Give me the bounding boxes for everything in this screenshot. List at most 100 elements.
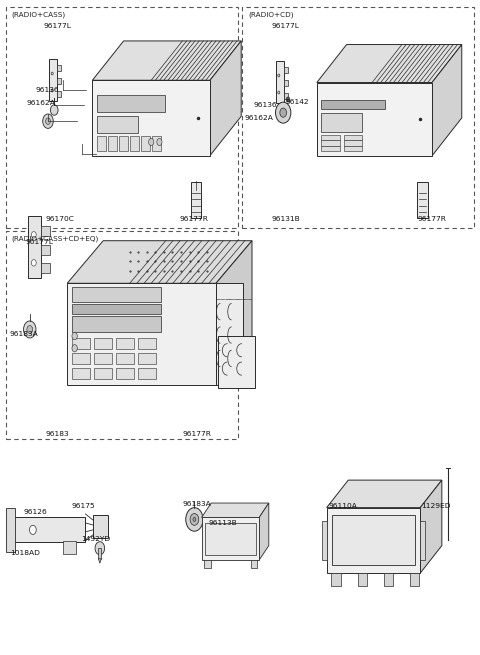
Bar <box>72 367 89 379</box>
Bar <box>72 288 161 301</box>
Bar <box>6 508 15 552</box>
Text: 96126: 96126 <box>23 509 47 515</box>
Bar <box>108 136 117 151</box>
Bar <box>58 78 61 84</box>
Circle shape <box>280 108 287 117</box>
Bar <box>138 352 156 364</box>
Bar <box>41 245 49 255</box>
Text: 1129ED: 1129ED <box>421 502 451 509</box>
Bar <box>49 58 58 101</box>
Circle shape <box>51 89 53 92</box>
Text: 96183A: 96183A <box>10 331 38 337</box>
Bar <box>11 517 85 542</box>
Bar <box>344 140 362 145</box>
Bar <box>205 523 256 555</box>
Bar <box>417 181 428 217</box>
Polygon shape <box>216 240 252 385</box>
Bar <box>322 100 385 109</box>
Bar <box>326 508 420 573</box>
Bar <box>41 226 49 236</box>
Text: 96142: 96142 <box>286 98 309 105</box>
Bar <box>72 316 161 332</box>
Circle shape <box>24 321 36 338</box>
Bar <box>344 135 362 140</box>
Polygon shape <box>432 45 462 156</box>
Text: 96177R: 96177R <box>182 430 211 437</box>
Circle shape <box>157 138 162 145</box>
Circle shape <box>149 138 154 145</box>
Bar <box>322 135 340 140</box>
Bar <box>93 515 108 538</box>
Bar <box>116 352 133 364</box>
Circle shape <box>43 114 53 128</box>
Polygon shape <box>67 240 252 283</box>
Text: 1492YD: 1492YD <box>82 536 111 542</box>
Bar <box>322 140 340 145</box>
Bar <box>331 573 341 586</box>
Bar <box>28 216 41 278</box>
Circle shape <box>72 345 77 352</box>
Bar <box>97 117 138 133</box>
Bar <box>276 61 284 103</box>
Bar <box>384 573 393 586</box>
Circle shape <box>51 72 53 75</box>
Circle shape <box>278 91 280 94</box>
Bar <box>94 367 111 379</box>
Text: 96177R: 96177R <box>418 216 446 223</box>
Bar <box>72 352 89 364</box>
Bar <box>94 352 111 364</box>
Bar <box>204 560 211 568</box>
Text: 96113B: 96113B <box>209 519 238 526</box>
Bar <box>284 67 288 73</box>
Bar <box>332 515 415 565</box>
Polygon shape <box>326 480 442 508</box>
Text: (RADIO+CASS): (RADIO+CASS) <box>12 12 66 18</box>
Bar <box>420 521 425 560</box>
Bar <box>284 80 288 86</box>
Bar <box>116 367 133 379</box>
Bar <box>67 283 216 385</box>
Bar <box>217 336 255 388</box>
Polygon shape <box>210 41 241 156</box>
Bar <box>97 96 165 112</box>
Bar <box>358 573 367 586</box>
Bar <box>62 541 76 554</box>
Circle shape <box>286 97 290 102</box>
Text: 96177L: 96177L <box>271 23 299 29</box>
Bar <box>58 66 61 71</box>
Polygon shape <box>202 503 269 517</box>
Bar <box>284 93 288 99</box>
Bar <box>138 337 156 348</box>
Circle shape <box>278 74 280 77</box>
Text: (RADIO+CD): (RADIO+CD) <box>248 12 294 18</box>
Text: 96177R: 96177R <box>180 216 209 223</box>
Circle shape <box>27 326 33 333</box>
Bar <box>410 573 420 586</box>
Bar <box>216 283 243 385</box>
Bar <box>322 146 340 151</box>
Bar <box>152 136 161 151</box>
Circle shape <box>31 259 36 266</box>
Bar <box>41 263 49 273</box>
Text: 96136: 96136 <box>253 102 277 108</box>
Text: 1018AD: 1018AD <box>11 550 40 557</box>
Circle shape <box>30 525 36 534</box>
Text: 96177L: 96177L <box>25 239 53 246</box>
Circle shape <box>31 232 36 238</box>
Text: 96183: 96183 <box>46 430 69 437</box>
Text: 96131B: 96131B <box>271 216 300 223</box>
Text: 96162A: 96162A <box>26 100 55 106</box>
Bar <box>116 337 133 348</box>
Bar <box>97 136 106 151</box>
Polygon shape <box>420 480 442 573</box>
Circle shape <box>276 102 291 123</box>
Text: 96175: 96175 <box>71 502 95 509</box>
Polygon shape <box>92 41 241 81</box>
Bar <box>322 521 326 560</box>
Bar <box>92 81 210 156</box>
Bar <box>141 136 150 151</box>
Bar <box>72 337 89 348</box>
Text: (RADIO+CASS+CD+EQ): (RADIO+CASS+CD+EQ) <box>12 236 99 242</box>
Bar <box>317 83 432 156</box>
Bar <box>202 517 259 560</box>
